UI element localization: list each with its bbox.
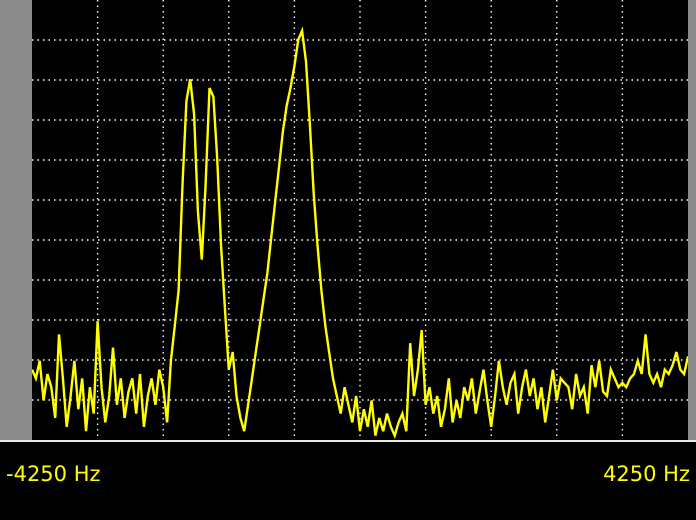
freq-max-label: 4250 Hz — [603, 462, 690, 486]
left-frame — [0, 0, 32, 440]
spectrum-plot[interactable] — [32, 0, 688, 440]
frequency-axis: -4250 Hz 4250 Hz — [0, 442, 696, 520]
spectrum-chart — [32, 0, 688, 440]
right-frame — [688, 0, 696, 440]
freq-min-label: -4250 Hz — [6, 462, 101, 486]
spectrum-trace — [32, 26, 688, 440]
axis-divider — [0, 440, 696, 442]
grid-lines — [32, 0, 688, 440]
